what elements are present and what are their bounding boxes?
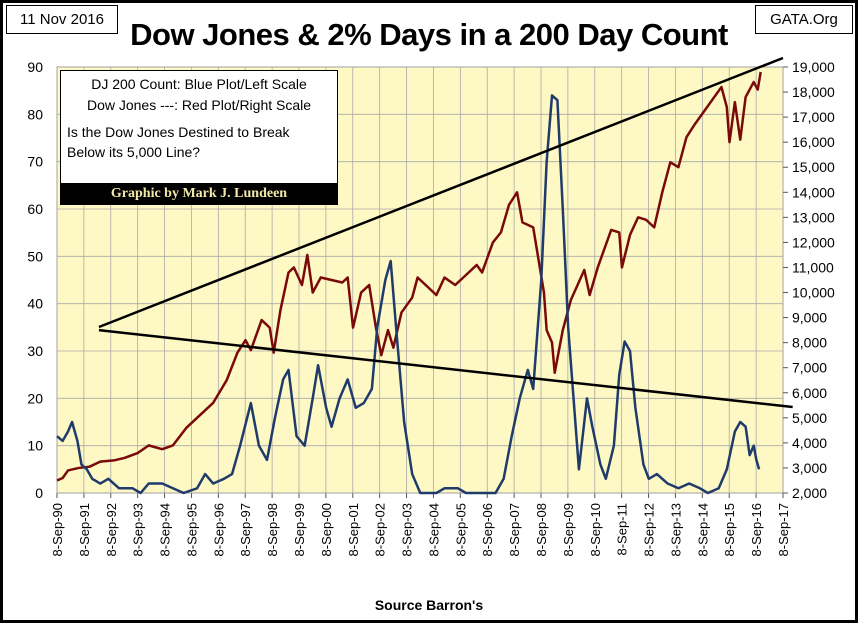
y-left-tick-label: 90 — [27, 59, 43, 75]
x-tick-label: 8-Sep-06 — [480, 503, 495, 556]
y-right-tick-label: 13,000 — [792, 209, 835, 225]
y-right-tick-label: 11,000 — [792, 259, 834, 275]
x-tick-label: 8-Sep-02 — [373, 503, 388, 556]
x-tick-label: 8-Sep-10 — [588, 503, 603, 556]
y-right-tick-label: 12,000 — [792, 234, 835, 250]
x-tick-label: 8-Sep-95 — [184, 503, 199, 556]
legend-line-red: Dow Jones ---: Red Plot/Right Scale — [86, 97, 312, 113]
y-left-tick-label: 20 — [27, 390, 43, 406]
x-tick-label: 8-Sep-05 — [453, 503, 468, 556]
y-right-tick-label: 4,000 — [792, 435, 827, 451]
trend-line — [98, 328, 793, 409]
x-tick-label: 8-Sep-90 — [50, 503, 65, 556]
y-left-tick-label: 0 — [35, 485, 43, 501]
x-tick-label: 8-Sep-15 — [722, 503, 737, 556]
x-tick-label: 8-Sep-11 — [615, 503, 630, 556]
y-right-tick-label: 17,000 — [792, 109, 835, 125]
legend-question-2: Below its 5,000 Line? — [67, 144, 201, 160]
x-tick-label: 8-Sep-16 — [749, 503, 764, 556]
y-left-tick-label: 60 — [27, 201, 43, 217]
x-tick-label: 8-Sep-04 — [426, 503, 441, 556]
x-axis-label: Source Barron's — [374, 597, 484, 613]
plot-svg: 8-Sep-90 8-Sep-91 8-Sep-92 8-Sep-93 8-Sep-94… — [27, 56, 835, 556]
x-tick-label: 8-Sep-07 — [507, 503, 522, 556]
chart-title: Dow Jones & 2% Days in a 200 Day Count — [130, 17, 728, 52]
y-right-tick-label: 5,000 — [792, 410, 827, 426]
trend-line — [98, 56, 784, 329]
y-right-tick-label: 18,000 — [792, 84, 835, 100]
x-tick-label: 8-Sep-97 — [238, 503, 253, 556]
x-tick-label: 8-Sep-14 — [695, 503, 710, 556]
series-dow-jones — [56, 71, 762, 482]
x-tick-label: 8-Sep-91 — [77, 503, 92, 556]
y-left-tick-label: 10 — [27, 438, 43, 454]
y-right-tick-label: 6,000 — [792, 385, 827, 401]
y-right-tick-label: 9,000 — [792, 310, 827, 326]
y-left-tick-label: 30 — [27, 343, 43, 359]
x-tick-label: 8-Sep-98 — [265, 503, 280, 556]
credit-banner: Graphic by Mark J. Lundeen — [61, 183, 337, 204]
y-right-tick-label: 8,000 — [792, 335, 827, 351]
y-right-tick-label: 7,000 — [792, 360, 827, 376]
x-tick-label: 8-Sep-99 — [292, 503, 307, 556]
series-dj200-count — [56, 94, 761, 495]
x-tick-label: 8-Sep-09 — [561, 503, 576, 556]
y-right-tick-label: 16,000 — [792, 134, 835, 150]
legend-line-blue: DJ 200 Count: Blue Plot/Left Scale — [91, 76, 307, 92]
y-left-tick-label: 50 — [27, 248, 43, 264]
x-tick-label: 8-Sep-03 — [400, 503, 415, 556]
y-left-tick-label: 80 — [27, 106, 43, 122]
x-tick-label: 8-Sep-17 — [776, 503, 791, 556]
y-left-tick-label: 40 — [27, 296, 43, 312]
y-right-tick-label: 14,000 — [792, 184, 835, 200]
x-tick-label: 8-Sep-01 — [346, 503, 361, 556]
x-tick-label: 8-Sep-96 — [211, 503, 226, 556]
x-tick-label: 8-Sep-12 — [642, 503, 657, 556]
legend-box: DJ 200 Count: Blue Plot/Left Scale Dow J… — [60, 70, 338, 205]
y-right-tick-label: 19,000 — [792, 59, 835, 75]
x-tick-label: 8-Sep-13 — [668, 503, 683, 556]
y-right-tick-label: 15,000 — [792, 159, 835, 175]
date-box: 11 Nov 2016 — [6, 5, 118, 34]
y-right-tick-label: 3,000 — [792, 460, 827, 476]
x-tick-label: 8-Sep-92 — [104, 503, 119, 556]
x-tick-label: 8-Sep-94 — [158, 503, 173, 556]
legend-question-1: Is the Dow Jones Destined to Break — [67, 124, 290, 140]
y-right-tick-label: 2,000 — [792, 485, 827, 501]
x-tick-label: 8-Sep-00 — [319, 503, 334, 556]
y-right-tick-label: 10,000 — [792, 285, 835, 301]
site-box: GATA.Org — [755, 5, 853, 34]
y-left-tick-label: 70 — [27, 154, 43, 170]
x-tick-label: 8-Sep-08 — [534, 503, 549, 556]
x-tick-label: 8-Sep-93 — [131, 503, 146, 556]
